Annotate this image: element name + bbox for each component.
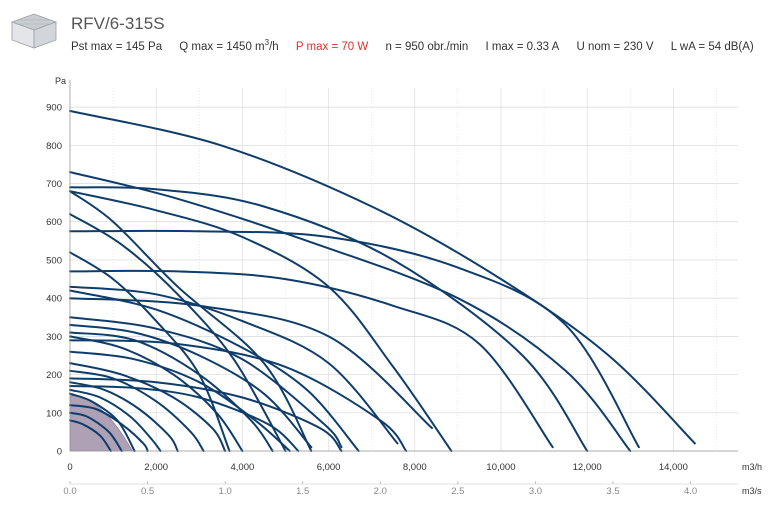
fan-curve-line	[69, 186, 589, 452]
fan-curve-line	[69, 388, 162, 452]
x-tick-label: 12,000	[573, 462, 602, 473]
x2-tick-label: 2.5	[451, 486, 464, 497]
fan-curve-line	[69, 229, 640, 449]
fan-curve-line	[69, 297, 433, 430]
spec-q-max-exp: 3	[264, 38, 270, 47]
x2-tick-label: 2.0	[374, 486, 387, 497]
fan-curve-line	[69, 411, 123, 452]
x2-axis-label: m3/s	[742, 486, 762, 496]
x2-tick-label: 4.0	[684, 486, 697, 497]
fan-curve-line	[69, 335, 244, 452]
x-tick-label: 14,000	[659, 462, 688, 473]
product-title: RFV/6-315S	[71, 14, 165, 33]
y-tick-label: 0	[57, 447, 62, 458]
fan-curve-line	[69, 285, 399, 445]
x2-tick-label: 1.5	[296, 486, 309, 497]
y-tick-label: 200	[46, 370, 62, 381]
y-axis-label: Pa	[55, 76, 66, 86]
x2-tick-label: 3.0	[529, 486, 542, 497]
spec-q-max-suffix: /h	[269, 40, 279, 53]
spec-line: Pst max = 145 Pa Q max = 1450 m3/h P max…	[71, 38, 768, 53]
x-tick-label: 6,000	[317, 462, 341, 473]
x2-tick-label: 3.5	[606, 486, 619, 497]
chart-axes: 0 100 200 300 400 500 600 700 800 900 0 2,000 4,000 6…	[46, 76, 762, 497]
spec-q-max: Q max = 1450 m3/h	[179, 38, 279, 53]
x-tick-label: 8,000	[403, 462, 427, 473]
x-axis-label: m3/h	[742, 462, 762, 472]
spec-i-max: I max = 0.33 A	[485, 40, 560, 53]
fan-curves	[69, 109, 696, 452]
fan-curve-line	[69, 385, 300, 452]
fan-curve-line	[69, 404, 149, 452]
x-tick-label: 0	[67, 462, 72, 473]
spec-p-max: P max = 70 W	[295, 40, 369, 53]
fan-curve-line	[69, 316, 343, 449]
y-tick-label: 700	[46, 179, 62, 190]
y-tick-label: 100	[46, 408, 62, 419]
fan-curve-line	[69, 331, 274, 452]
fan-curve-line	[69, 377, 343, 452]
fan-curve-line	[69, 109, 696, 445]
fan-curve-line	[69, 369, 205, 452]
x2-tick-label: 0.0	[63, 486, 76, 497]
fan-curve-line	[69, 289, 360, 452]
fan-curve-line	[69, 362, 227, 452]
y-tick-label: 400	[46, 294, 62, 305]
y-tick-label: 600	[46, 217, 62, 228]
spec-q-max-value: Q max = 1450 m	[179, 40, 265, 53]
header: RFV/6-315S Pst max = 145 Pa Q max = 1450…	[0, 0, 780, 62]
fan-curve-line	[69, 350, 291, 452]
y-tick-label: 800	[46, 141, 62, 152]
x2-tick-label: 1.0	[219, 486, 232, 497]
fan-curve-line	[69, 339, 408, 452]
x-tick-label: 10,000	[486, 462, 515, 473]
spec-u-nom: U nom = 230 V	[576, 40, 654, 53]
fan-curve-line	[69, 419, 112, 452]
fan-curve-line	[69, 251, 231, 452]
fan-curve-line	[69, 392, 136, 452]
spec-pst-max: Pst max = 145 Pa	[71, 40, 163, 53]
x-tick-label: 4,000	[230, 462, 254, 473]
x2-tick-label: 0.5	[141, 486, 154, 497]
spec-rpm: n = 950 obr./min	[385, 40, 469, 53]
fan-curve-line	[69, 190, 313, 452]
y-tick-label: 300	[46, 332, 62, 343]
fan-curve-line	[69, 190, 453, 452]
fan-product-icon	[10, 13, 58, 49]
fan-curve-line	[69, 171, 632, 452]
spec-lwa: L wA = 54 dB(A)	[670, 40, 754, 53]
y-tick-label: 900	[46, 103, 62, 114]
x-tick-label: 2,000	[144, 462, 168, 473]
y-tick-label: 500	[46, 255, 62, 266]
fan-curve-line	[69, 269, 554, 449]
